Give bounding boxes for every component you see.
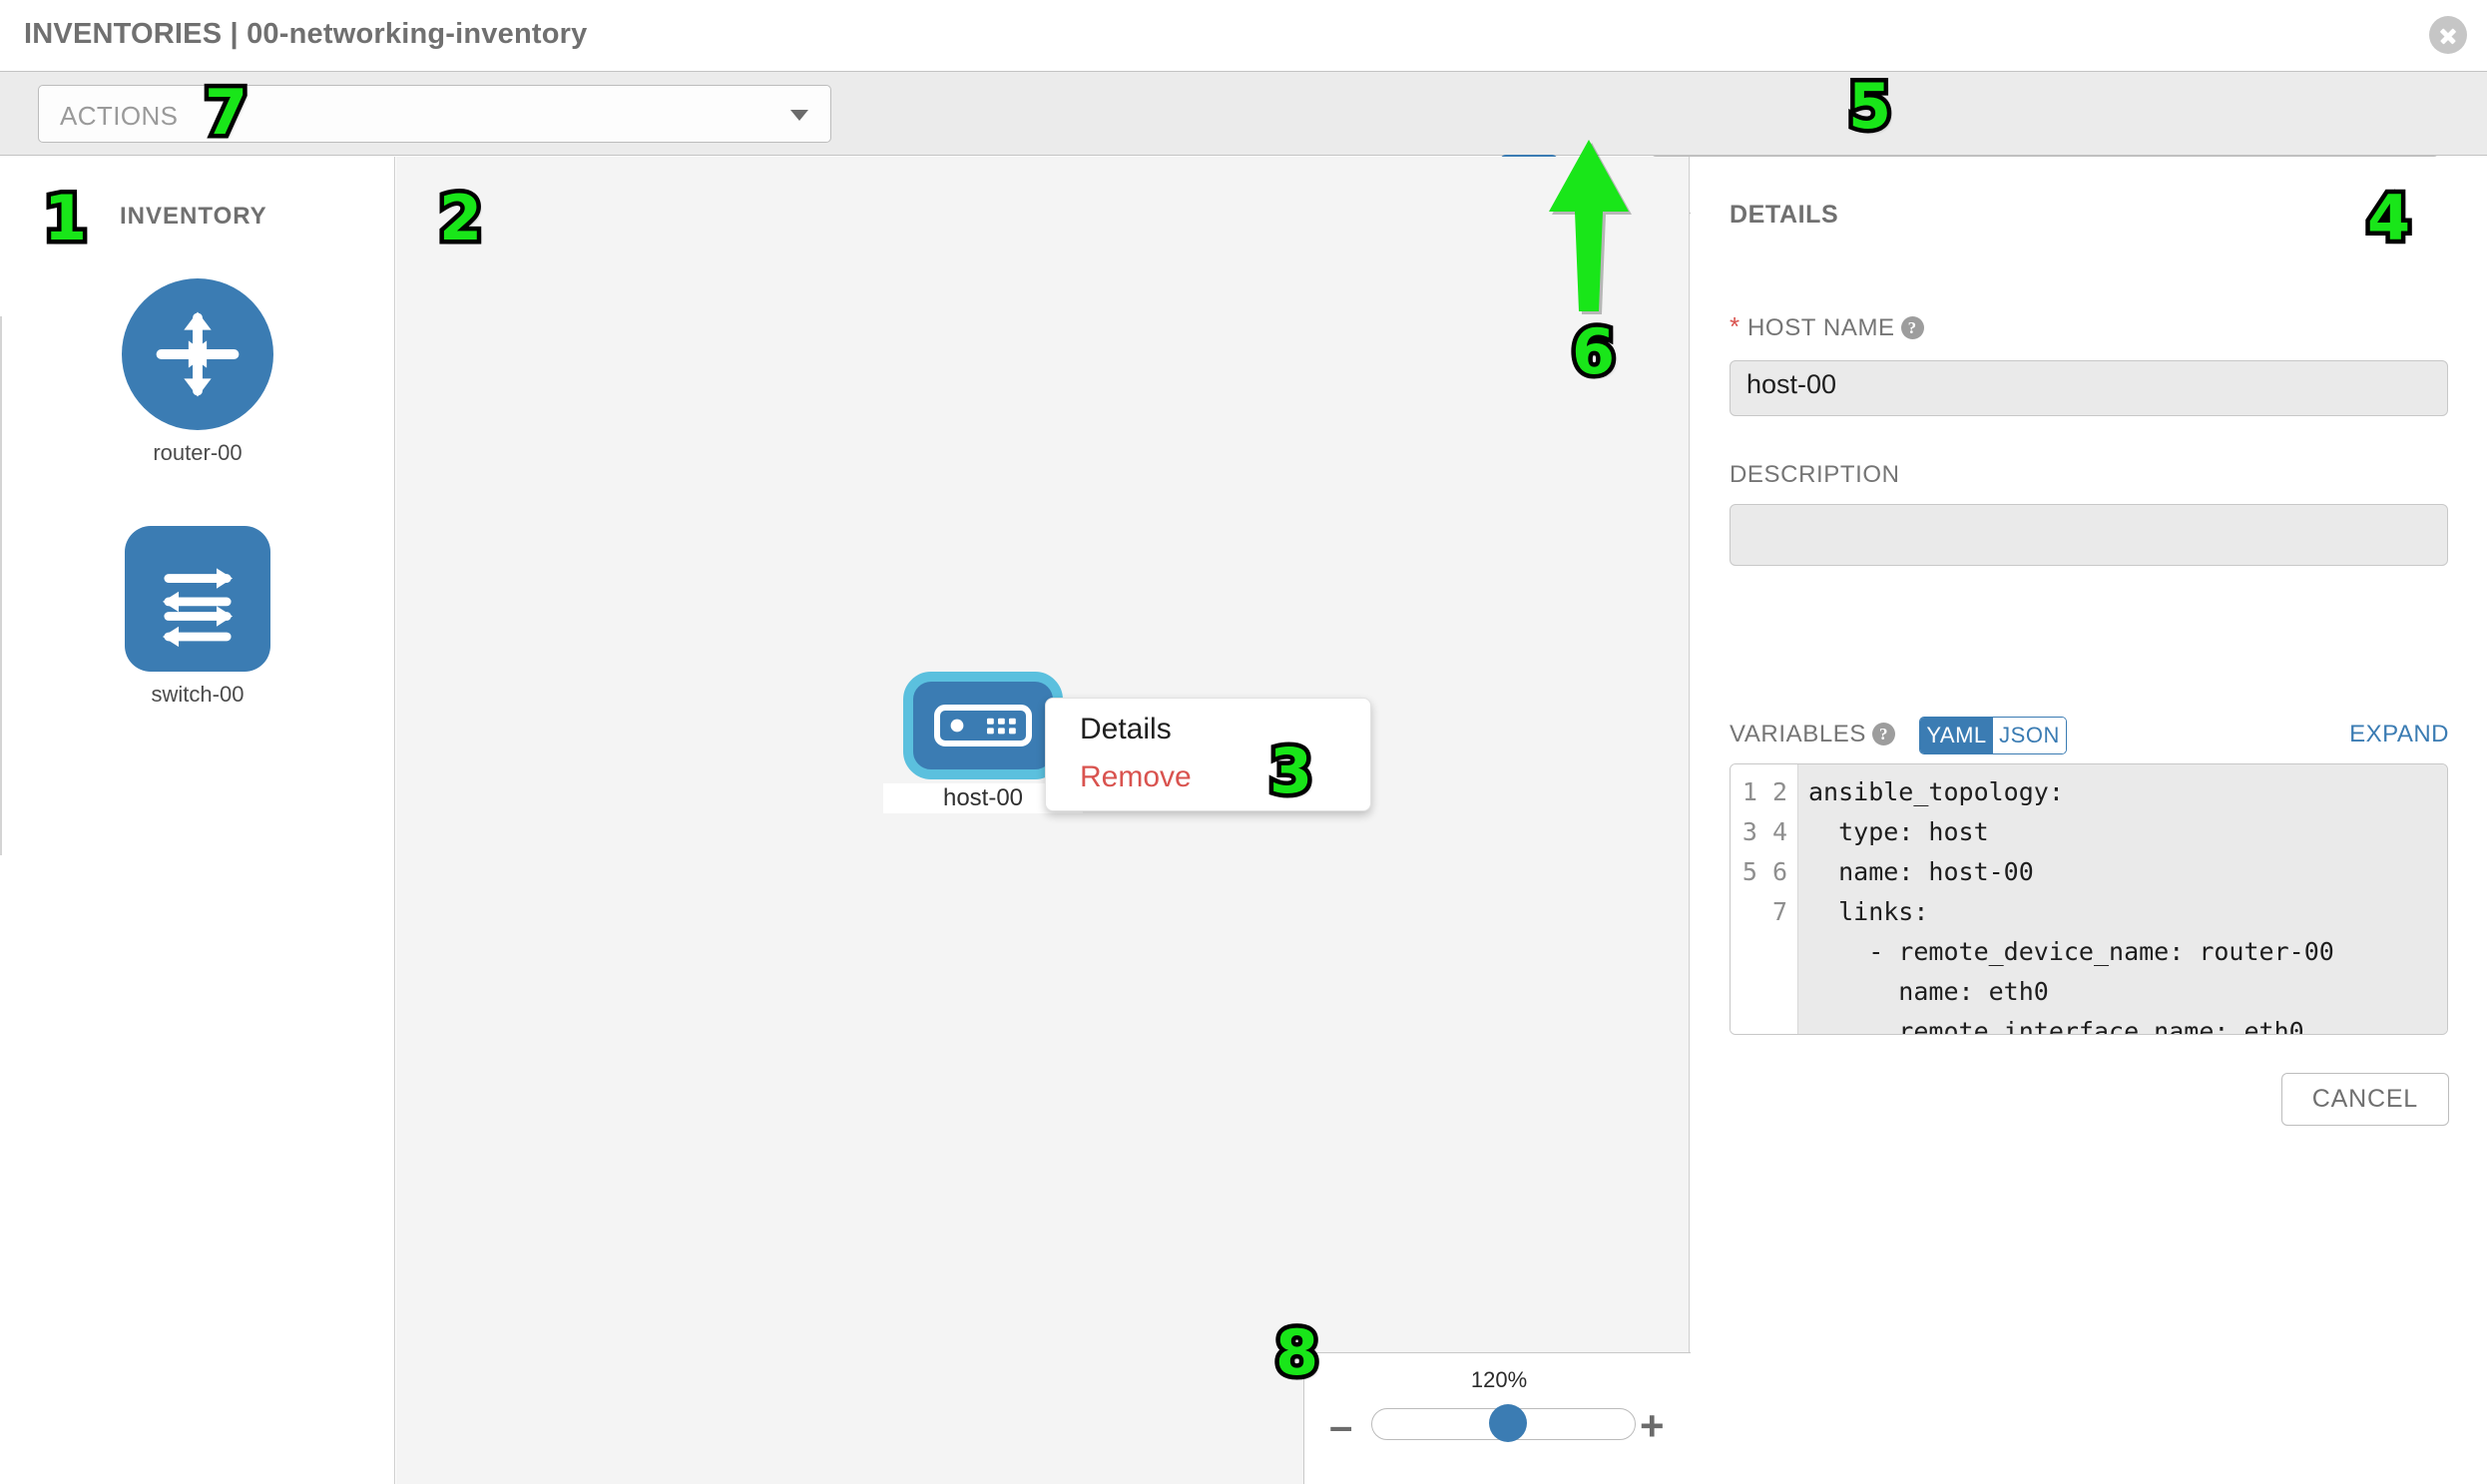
zoom-slider-thumb[interactable]: [1489, 1404, 1527, 1442]
variables-label: VARIABLES?: [1730, 721, 1896, 748]
zoom-in-button[interactable]: +: [1640, 1402, 1665, 1449]
zoom-percent-label: 120%: [1470, 1367, 1528, 1392]
title-bar: INVENTORIES | 00-networking-inventory: [0, 0, 2487, 71]
editor-line-numbers: 1 2 3 4 5 6 7: [1731, 764, 1798, 1034]
topology-canvas[interactable]: host-00 Details Remove: [396, 157, 1690, 1484]
context-menu-details[interactable]: Details: [1080, 713, 1172, 745]
switch-icon: [125, 526, 270, 672]
close-icon[interactable]: [2429, 16, 2467, 54]
details-heading: DETAILS: [1730, 201, 1839, 229]
actions-dropdown-label: ACTIONS: [60, 101, 179, 131]
server-icon: [934, 705, 1032, 746]
format-json-tab[interactable]: JSON: [1993, 718, 2066, 753]
toolbar: ACTIONS SEARCH: [0, 71, 2487, 214]
panel-divider: [0, 316, 2, 855]
editor-content[interactable]: ansible_topology: type: host name: host-…: [1798, 764, 2447, 1034]
inventory-item-label: switch-00: [151, 682, 245, 707]
description-label: DESCRIPTION: [1730, 461, 1900, 488]
required-asterisk: *: [1730, 311, 1741, 341]
description-field[interactable]: [1730, 504, 2448, 566]
help-icon[interactable]: ?: [1900, 316, 1924, 339]
inventory-heading: INVENTORY: [120, 203, 267, 230]
actions-dropdown[interactable]: ACTIONS: [38, 85, 831, 143]
context-menu-remove[interactable]: Remove: [1080, 760, 1192, 793]
inventory-item-label: router-00: [153, 440, 243, 465]
host-name-label: * HOST NAME?: [1730, 311, 1924, 342]
inventory-panel: INVENTORY router-00: [0, 157, 395, 1484]
zoom-control-panel: 120% – +: [1303, 1352, 1693, 1484]
variables-editor[interactable]: 1 2 3 4 5 6 7 ansible_topology: type: ho…: [1730, 763, 2448, 1035]
page-title: INVENTORIES | 00-networking-inventory: [24, 18, 588, 50]
format-yaml-tab[interactable]: YAML: [1920, 718, 1993, 753]
variables-format-toggle[interactable]: YAML JSON: [1919, 717, 2067, 754]
variables-label-text: VARIABLES: [1730, 721, 1867, 747]
cancel-button[interactable]: CANCEL: [2280, 1073, 2449, 1126]
chevron-down-icon: [790, 110, 808, 121]
host-name-label-text: HOST NAME: [1747, 314, 1895, 341]
context-menu[interactable]: Details Remove: [1045, 698, 1371, 811]
inventory-item-router[interactable]: router-00: [0, 278, 395, 466]
inventory-item-switch[interactable]: switch-00: [0, 526, 395, 708]
router-icon: [122, 278, 273, 430]
help-icon[interactable]: ?: [1872, 723, 1896, 745]
details-panel: DETAILS * HOST NAME? host-00 DESCRIPTION…: [1691, 157, 2487, 1484]
canvas-node-host[interactable]: [903, 672, 1063, 779]
host-name-field[interactable]: host-00: [1730, 360, 2448, 416]
zoom-out-button[interactable]: –: [1329, 1402, 1353, 1449]
expand-link[interactable]: EXPAND: [2349, 721, 2449, 747]
